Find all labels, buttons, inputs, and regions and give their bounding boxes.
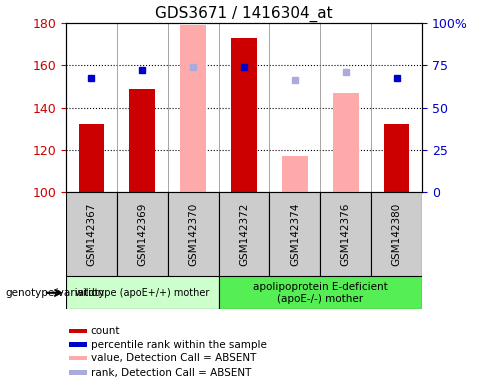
Text: GSM142369: GSM142369 xyxy=(137,202,147,266)
Text: wildtype (apoE+/+) mother: wildtype (apoE+/+) mother xyxy=(75,288,209,298)
Text: GSM142370: GSM142370 xyxy=(188,203,198,266)
Text: GSM142367: GSM142367 xyxy=(86,202,96,266)
Bar xyxy=(282,156,307,192)
Bar xyxy=(219,276,422,309)
Bar xyxy=(371,192,422,276)
Bar xyxy=(231,38,257,192)
Bar xyxy=(181,25,206,192)
Title: GDS3671 / 1416304_at: GDS3671 / 1416304_at xyxy=(155,5,333,22)
Bar xyxy=(66,192,117,276)
Bar xyxy=(79,124,104,192)
Text: GSM142372: GSM142372 xyxy=(239,202,249,266)
Bar xyxy=(69,356,86,361)
Text: value, Detection Call = ABSENT: value, Detection Call = ABSENT xyxy=(91,353,256,363)
Bar xyxy=(269,192,320,276)
Bar xyxy=(384,124,409,192)
Text: GSM142380: GSM142380 xyxy=(392,203,402,266)
Text: rank, Detection Call = ABSENT: rank, Detection Call = ABSENT xyxy=(91,368,251,378)
Bar xyxy=(168,192,219,276)
Bar xyxy=(66,276,219,309)
Bar xyxy=(219,192,269,276)
Bar xyxy=(69,329,86,333)
Bar xyxy=(320,192,371,276)
Text: apolipoprotein E-deficient
(apoE-/-) mother: apolipoprotein E-deficient (apoE-/-) mot… xyxy=(253,282,387,304)
Bar xyxy=(69,342,86,347)
Text: genotype/variation: genotype/variation xyxy=(5,288,104,298)
Bar xyxy=(117,192,168,276)
Text: GSM142374: GSM142374 xyxy=(290,202,300,266)
Bar xyxy=(333,93,359,192)
Text: percentile rank within the sample: percentile rank within the sample xyxy=(91,339,266,349)
Text: count: count xyxy=(91,326,121,336)
Text: GSM142376: GSM142376 xyxy=(341,202,351,266)
Bar xyxy=(129,89,155,192)
Bar xyxy=(69,370,86,375)
